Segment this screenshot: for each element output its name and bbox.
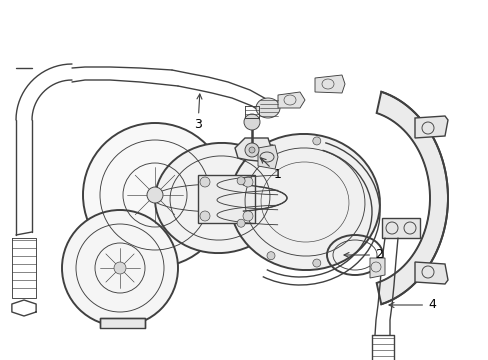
Text: 2: 2 xyxy=(344,248,382,261)
Polygon shape xyxy=(258,145,278,169)
Ellipse shape xyxy=(243,211,252,221)
Ellipse shape xyxy=(83,123,226,267)
Ellipse shape xyxy=(147,187,163,203)
Ellipse shape xyxy=(200,211,209,221)
Polygon shape xyxy=(235,138,271,162)
Text: 3: 3 xyxy=(194,94,202,131)
Polygon shape xyxy=(198,175,254,223)
Ellipse shape xyxy=(244,143,259,157)
Ellipse shape xyxy=(243,177,252,187)
Ellipse shape xyxy=(62,210,178,326)
Ellipse shape xyxy=(312,259,320,267)
Polygon shape xyxy=(278,92,305,108)
Polygon shape xyxy=(414,116,447,138)
Text: 1: 1 xyxy=(260,158,282,181)
Ellipse shape xyxy=(237,177,244,185)
Polygon shape xyxy=(100,318,145,328)
Ellipse shape xyxy=(229,134,379,270)
Polygon shape xyxy=(381,218,419,238)
Ellipse shape xyxy=(312,137,320,145)
Ellipse shape xyxy=(237,219,244,227)
Ellipse shape xyxy=(248,147,254,153)
Text: 4: 4 xyxy=(388,298,435,311)
Polygon shape xyxy=(314,75,345,93)
Ellipse shape xyxy=(244,114,260,130)
Polygon shape xyxy=(376,92,447,304)
Ellipse shape xyxy=(266,252,274,260)
Ellipse shape xyxy=(114,262,126,274)
Ellipse shape xyxy=(266,144,274,152)
Polygon shape xyxy=(414,262,447,284)
Ellipse shape xyxy=(256,98,280,118)
Ellipse shape xyxy=(155,143,285,253)
Ellipse shape xyxy=(200,177,209,187)
Polygon shape xyxy=(369,258,384,278)
